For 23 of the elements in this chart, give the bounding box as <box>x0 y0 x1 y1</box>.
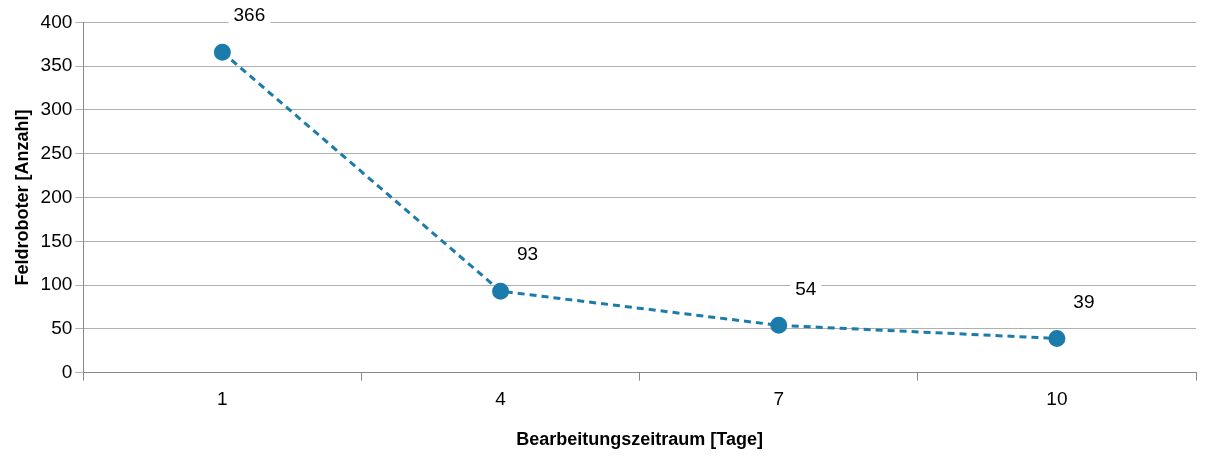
x-axis-title: Bearbeitungszeitraum [Tage] <box>516 429 764 450</box>
data-label: 93 <box>516 243 539 265</box>
point <box>213 43 231 61</box>
y-tick-label: 50 <box>51 317 73 339</box>
data-label: 39 <box>1073 290 1095 312</box>
x-tick-label: 10 <box>1046 388 1068 410</box>
y-tick-label: 100 <box>40 273 73 295</box>
y-tick-label: 250 <box>40 141 73 163</box>
data-label: 54 <box>795 277 817 299</box>
y-tick-label: 0 <box>61 360 73 382</box>
x-tick-label: 7 <box>773 388 785 410</box>
point <box>492 282 510 300</box>
x-tick-label: 1 <box>217 388 228 410</box>
y-tick-label: 150 <box>40 229 73 251</box>
point <box>770 316 788 334</box>
x-tick-label: 4 <box>495 388 507 410</box>
y-axis-title: Feldroboter [Anzahl] <box>11 109 32 286</box>
y-tick-label: 400 <box>40 10 73 32</box>
y-tick-label: 300 <box>40 98 73 120</box>
data-label: 366 <box>233 4 266 26</box>
y-tick-label: 200 <box>40 185 73 207</box>
point <box>1048 329 1066 347</box>
y-tick-label: 350 <box>40 54 73 76</box>
